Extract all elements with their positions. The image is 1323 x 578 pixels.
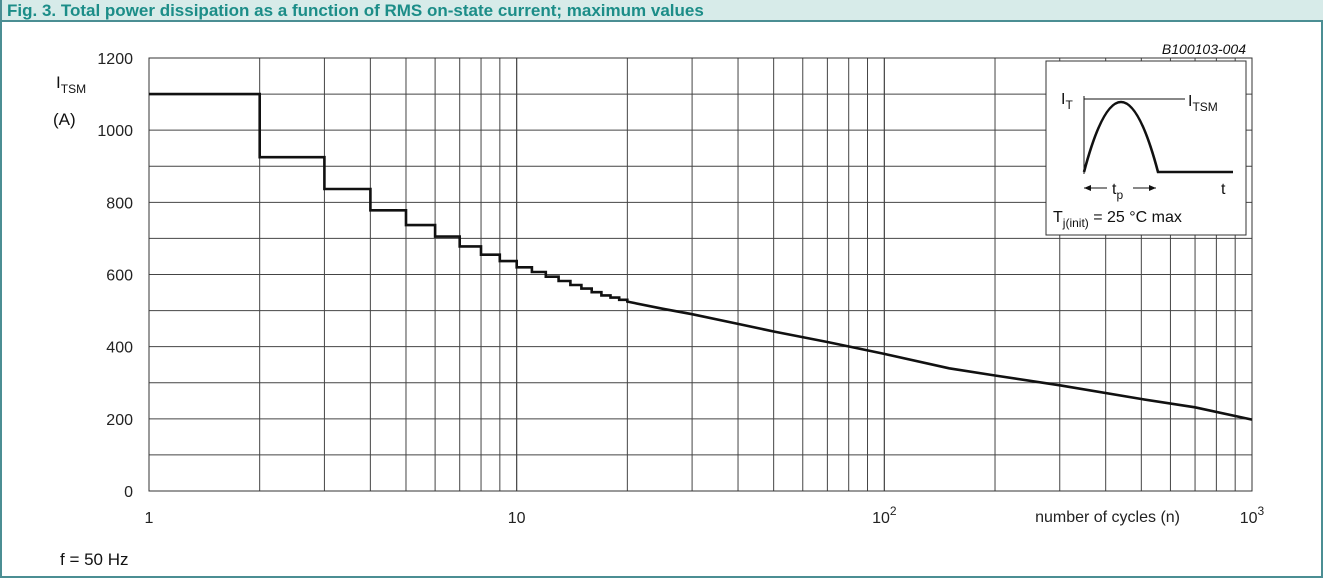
inset-tp-label: tp — [1112, 181, 1123, 202]
frequency-note: f = 50 Hz — [60, 550, 129, 569]
plot-border — [148, 57, 1253, 492]
y-tick-label: 1000 — [97, 123, 133, 140]
x-tick-label: 102 — [872, 504, 897, 527]
inset-tj-label: Tj(init) = 25 °C max — [1053, 209, 1182, 230]
y-tick-label: 1200 — [97, 51, 133, 68]
inset-diagram: IT ITSM t tp Tj(init) = 25 °C max — [1045, 60, 1247, 236]
x-tick-label: 1 — [145, 510, 154, 527]
y-tick-label: 400 — [106, 340, 133, 357]
y-axis-label-unit: (A) — [53, 110, 76, 129]
x-tick-label: 103 — [1240, 504, 1265, 527]
inset-pulse — [1082, 101, 1233, 174]
inset-it-label: IT — [1061, 91, 1073, 112]
y-tick-label: 800 — [106, 195, 133, 212]
y-axis-label-symbol: ITSM — [56, 73, 86, 96]
x-tick-label: 10 — [508, 510, 526, 527]
y-tick-label: 0 — [124, 484, 133, 501]
figure-title: Fig. 3. Total power dissipation as a fun… — [7, 1, 704, 20]
y-tick-label: 600 — [106, 268, 133, 285]
inset-t-label: t — [1221, 181, 1226, 198]
figure-id: B100103-004 — [1162, 41, 1246, 57]
arrow-left-icon — [1084, 185, 1091, 191]
arrow-right-icon — [1149, 185, 1156, 191]
x-axis-label: number of cycles (n) — [1035, 509, 1180, 526]
y-tick-labels: 0 200 400 600 800 1000 1200 — [97, 51, 133, 501]
series-line — [149, 92, 1253, 421]
inset-itsm-label: ITSM — [1188, 93, 1218, 114]
x-tick-labels: 1 10 102 103 — [145, 504, 1265, 527]
figure-header: Fig. 3. Total power dissipation as a fun… — [2, 0, 1323, 22]
y-tick-label: 200 — [106, 412, 133, 429]
inset-box — [1045, 60, 1247, 236]
